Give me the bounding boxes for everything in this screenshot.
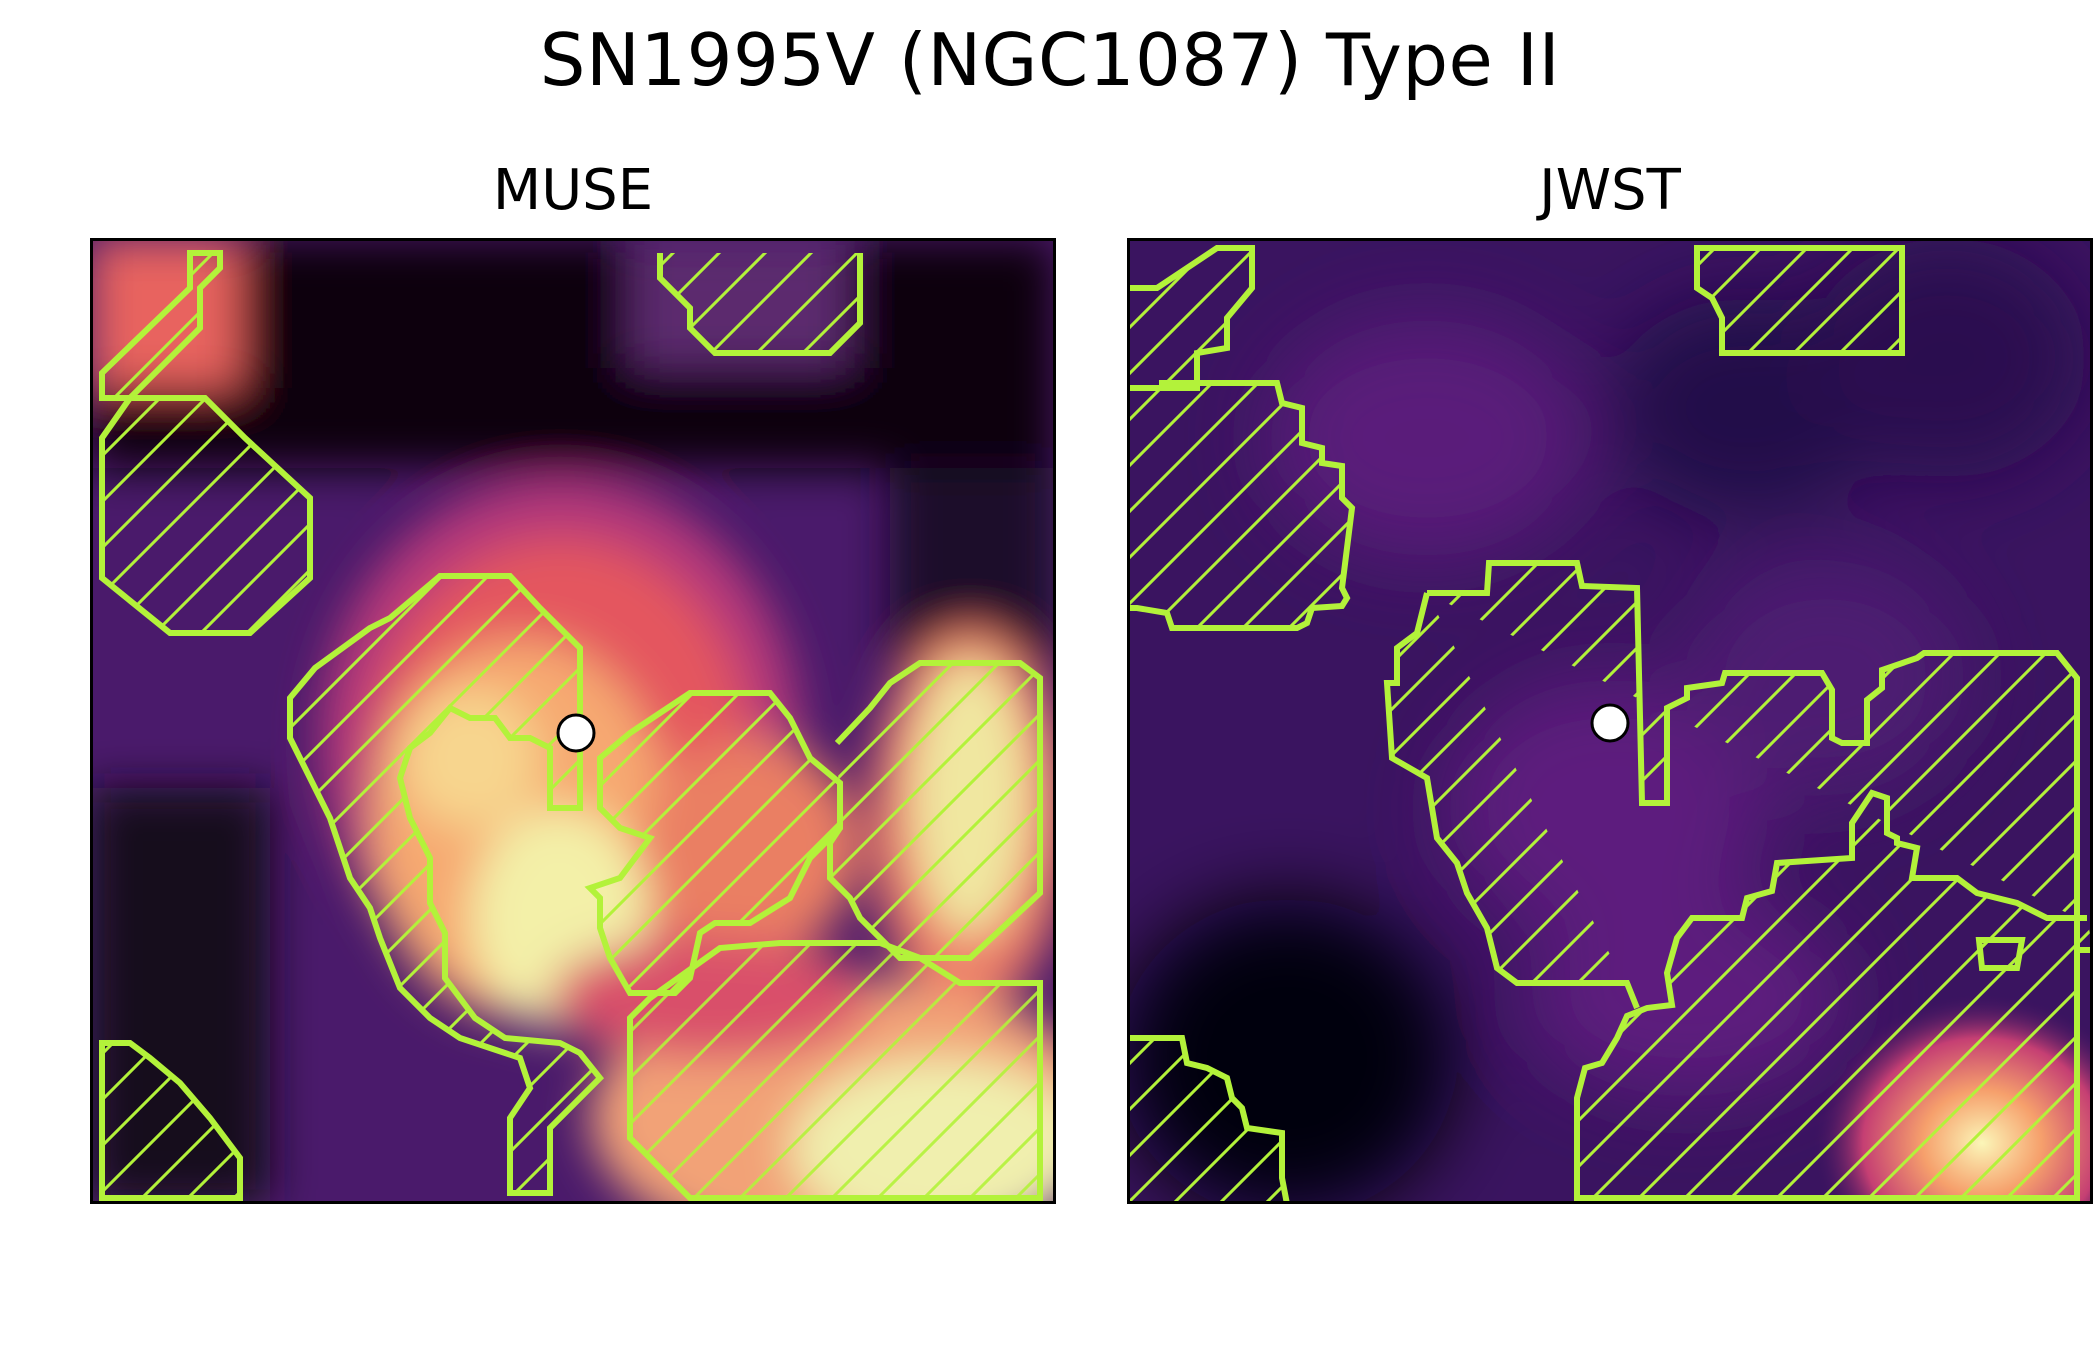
supernova-marker (1590, 703, 1630, 743)
jwst-panel-frame (1127, 238, 2093, 1204)
muse-contour-hatch-large (630, 943, 1040, 1198)
contour-region (2074, 915, 2093, 953)
contour-region (584, 690, 843, 996)
jwst-image-panel (1127, 238, 2093, 1204)
contour-region (1127, 380, 1356, 631)
muse-contours (99, 250, 1043, 1201)
contour-region (1383, 592, 1640, 1010)
contour-region (1694, 245, 1905, 356)
contour-region (99, 395, 313, 636)
contour-region (657, 253, 863, 356)
contour-region (1427, 560, 2080, 1201)
contour-region (1127, 1035, 1291, 1204)
contour-region (99, 250, 223, 401)
figure-title: SN1995V (NGC1087) Type II (539, 18, 1561, 102)
supernova-marker (556, 713, 596, 753)
contour-region (827, 660, 1043, 961)
contour-region (287, 573, 605, 1196)
muse-image-panel (90, 238, 1056, 1204)
muse-panel-title: MUSE (492, 158, 654, 223)
contour-region (1975, 937, 2026, 971)
jwst-contours (1127, 245, 2093, 1204)
jwst-panel-title: JWST (1539, 158, 1681, 223)
muse-panel-frame (90, 238, 1056, 1204)
contour-region (99, 1040, 243, 1201)
